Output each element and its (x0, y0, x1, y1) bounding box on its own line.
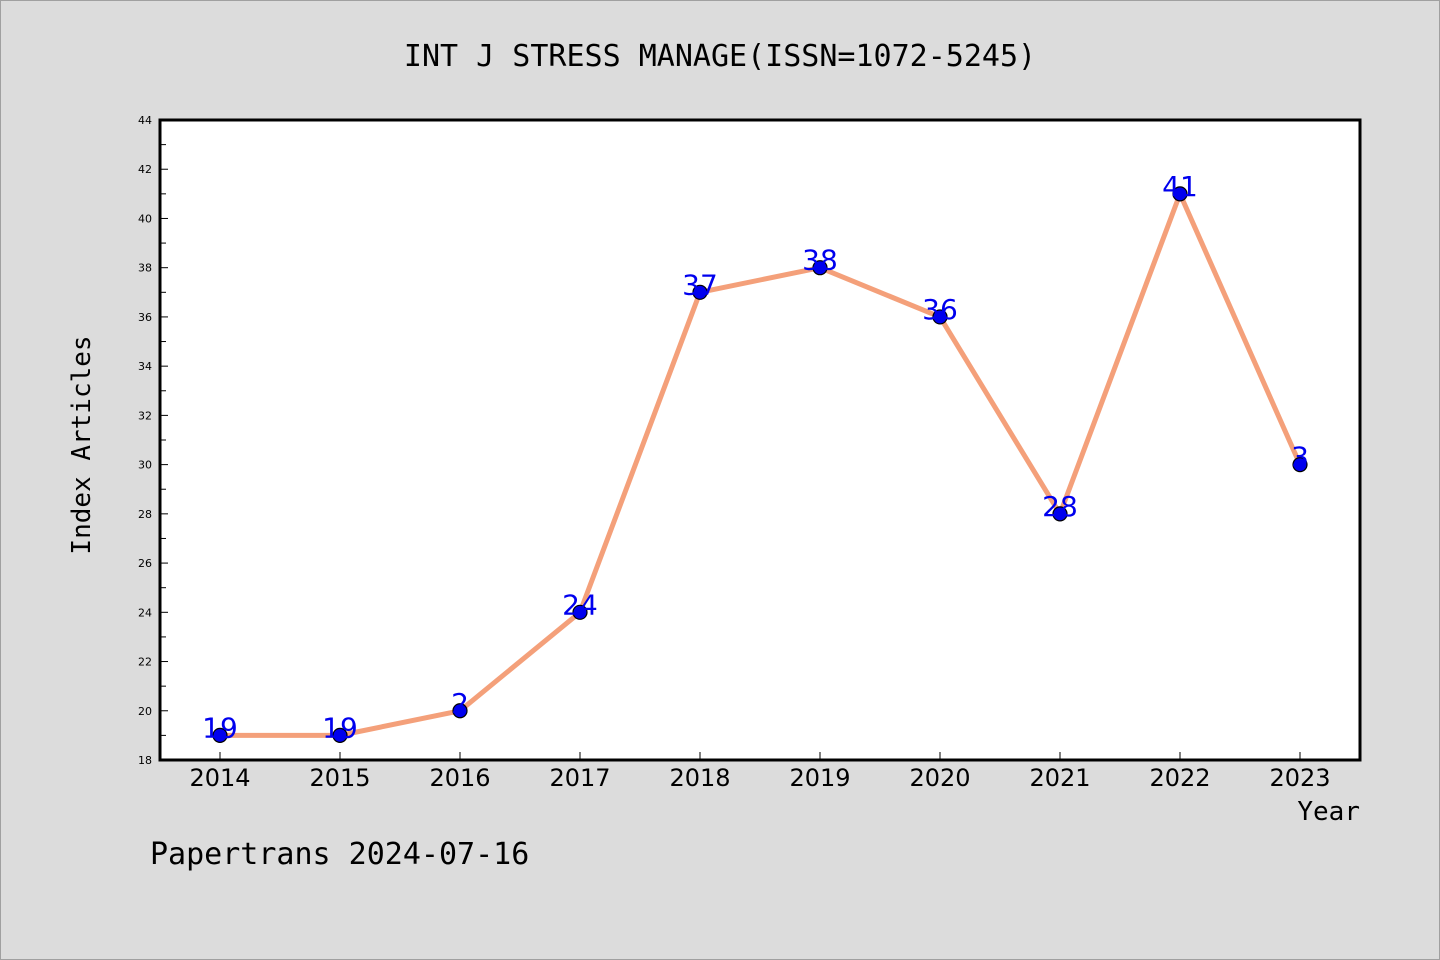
y-tick-label: 34 (138, 360, 152, 373)
y-tick-label: 30 (138, 459, 152, 472)
x-tick-label: 2023 (1269, 764, 1330, 792)
y-tick-label: 44 (138, 114, 152, 127)
y-tick-label: 32 (138, 409, 152, 422)
x-tick-label: 2018 (669, 764, 730, 792)
y-tick-label: 20 (138, 705, 152, 718)
x-tick-label: 2020 (909, 764, 970, 792)
x-tick-label: 2019 (789, 764, 850, 792)
data-label: 19 (202, 711, 238, 744)
y-tick-label: 18 (138, 754, 152, 767)
x-tick-label: 2016 (429, 764, 490, 792)
data-label: 28 (1042, 490, 1078, 523)
x-tick-label: 2015 (309, 764, 370, 792)
x-tick-label: 2014 (189, 764, 250, 792)
footer-source: Papertrans 2024-07-16 (150, 837, 529, 872)
y-tick-label: 38 (138, 262, 152, 275)
data-point (1172, 186, 1188, 202)
chart-title: INT J STRESS MANAGE(ISSN=1072-5245) (404, 39, 1036, 74)
data-labels: 19 19 2 24 37 38 36 28 41 3 (202, 170, 1309, 745)
y-axis-label: Index Articles (67, 335, 97, 554)
x-tick-label: 2021 (1029, 764, 1090, 792)
data-point (452, 703, 468, 719)
series-line-group (220, 191, 1303, 738)
y-axis-ticks: 18 20 22 24 26 28 30 32 34 36 38 40 42 44 (138, 114, 168, 767)
x-tick-label: 2017 (549, 764, 610, 792)
y-tick-label: 22 (138, 656, 152, 669)
data-label: 24 (562, 588, 598, 621)
y-tick-label: 24 (138, 606, 152, 619)
series-line (220, 191, 1303, 738)
y-tick-label: 40 (138, 212, 152, 225)
data-label: 19 (322, 711, 358, 744)
series-markers (212, 186, 1308, 743)
data-point (212, 727, 228, 743)
data-label: 2 (451, 687, 469, 720)
data-point (572, 604, 588, 620)
x-axis-label: Year (1297, 797, 1360, 827)
data-label: 41 (1162, 170, 1198, 203)
x-axis-ticks: 2014 2015 2016 2017 2018 2019 2020 2021 2022 2023 (189, 752, 1331, 792)
plot-area (158, 118, 1362, 762)
data-point (1052, 506, 1068, 522)
data-point (692, 284, 708, 300)
data-label: 38 (802, 244, 838, 277)
data-label: 3 (1291, 441, 1309, 474)
x-tick-label: 2022 (1149, 764, 1210, 792)
y-tick-label: 42 (138, 163, 152, 176)
data-point (812, 260, 828, 276)
data-label: 36 (922, 293, 958, 326)
y-tick-label: 26 (138, 557, 152, 570)
y-tick-label: 28 (138, 508, 152, 521)
data-point (332, 727, 348, 743)
data-point (1292, 457, 1308, 473)
y-tick-label: 36 (138, 311, 152, 324)
data-point (932, 309, 948, 325)
data-label: 37 (682, 268, 718, 301)
